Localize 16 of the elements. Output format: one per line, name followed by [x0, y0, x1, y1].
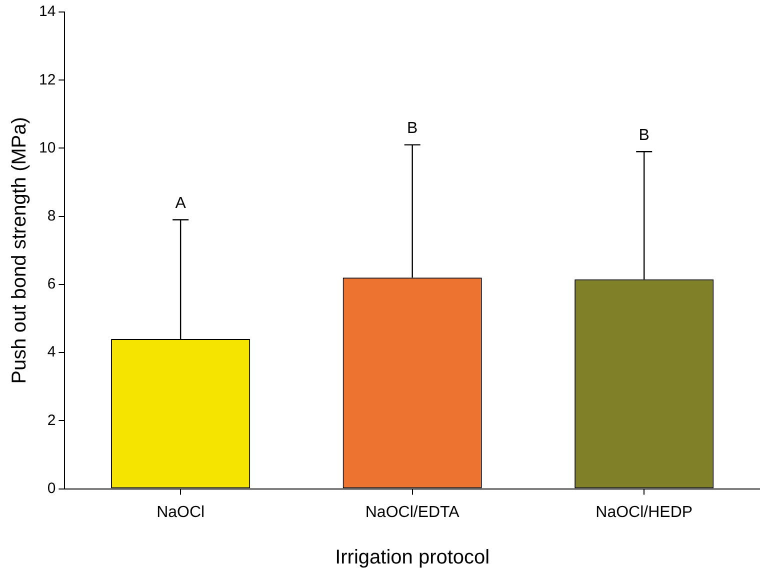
x-tick-label: NaOCl/EDTA [365, 504, 460, 521]
y-axis-title: Push out bond strength (MPa) [8, 116, 31, 384]
y-tick-label: 14 [38, 3, 56, 20]
y-tick-label: 12 [38, 71, 56, 88]
y-tick-label: 0 [47, 480, 56, 497]
x-tick-label: NaOCl [156, 504, 205, 521]
y-tick-label: 10 [38, 139, 56, 156]
annotation: A [175, 195, 186, 212]
annotation: B [407, 120, 418, 138]
x-axis-title: Irrigation protocol [335, 546, 490, 569]
y-tick-label: 6 [47, 276, 56, 293]
annotation: B [638, 127, 650, 144]
y-tick-label: 8 [47, 207, 56, 224]
x-tick-label: NaOCl/HEDP [596, 504, 693, 521]
y-tick-label: 4 [47, 344, 56, 361]
y-tick-label: 2 [47, 412, 56, 429]
